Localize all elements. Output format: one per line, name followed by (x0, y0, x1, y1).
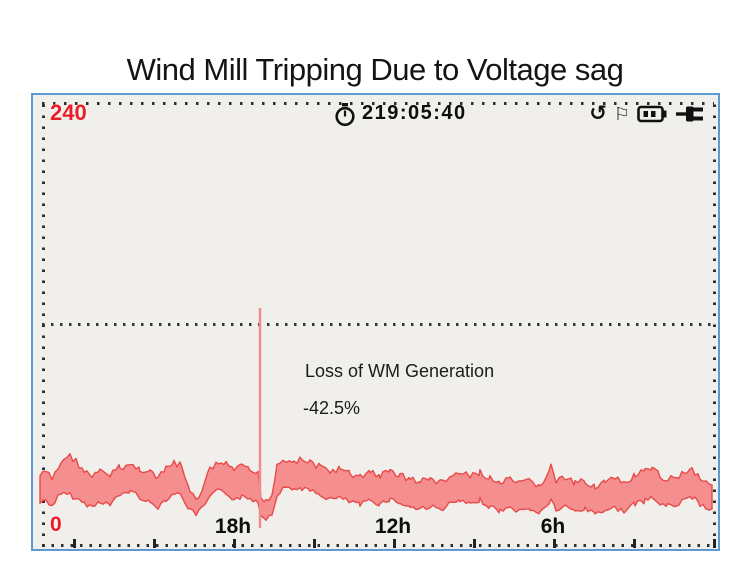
time-tick-label: 18h (214, 515, 252, 538)
y-axis-max-label: 240 (50, 100, 87, 125)
time-axis-major-tick (473, 539, 476, 548)
threshold-dotted-line (42, 323, 711, 326)
annotation-loss: Loss of WM Generation (305, 361, 495, 381)
time-axis-major-tick (713, 539, 716, 548)
dotted-border-right (713, 102, 716, 547)
time-axis-major-tick (633, 539, 636, 548)
time-axis-major-tick (553, 539, 556, 548)
flag-icon: ⚐ (613, 104, 630, 124)
time-axis-major-tick (73, 539, 76, 548)
elapsed-time: 219:05:40 (362, 102, 467, 124)
battery-icon (637, 105, 667, 123)
recorder-screen-inner: 240 219:05:40 ↺ ⚐ (33, 95, 718, 549)
annotation-percent: -42.5% (303, 398, 361, 418)
recorder-screen: 240 219:05:40 ↺ ⚐ (31, 93, 720, 551)
y-axis-min-label: 0 (50, 513, 62, 536)
time-axis-major-tick (233, 539, 236, 548)
minmax-envelope-trace (39, 453, 713, 522)
time-tick-label: 6h (540, 515, 566, 538)
voltage-trend-chart (39, 308, 713, 528)
time-axis-dotted-line (42, 544, 716, 547)
stopwatch-icon (335, 103, 355, 127)
time-axis-major-tick (153, 539, 156, 548)
time-axis-major-tick (313, 539, 316, 548)
status-icons: ↺ ⚐ (553, 101, 713, 127)
dotted-border-top (42, 102, 714, 105)
power-plug-icon (676, 106, 703, 122)
auto-restart-icon: ↺ (589, 102, 607, 125)
time-tick-label: 12h (374, 515, 412, 538)
time-axis-major-tick (393, 539, 396, 548)
slide-title: Wind Mill Tripping Due to Voltage sag (126, 52, 624, 87)
